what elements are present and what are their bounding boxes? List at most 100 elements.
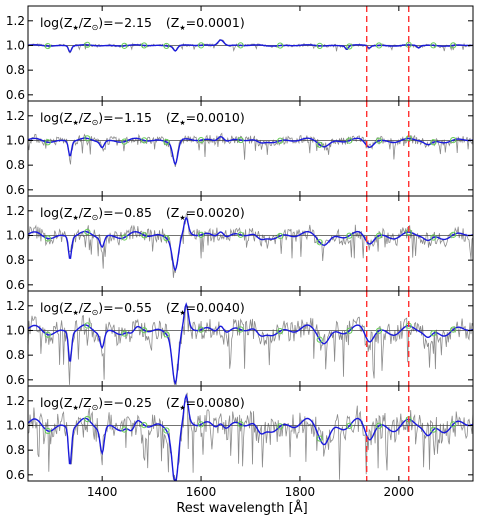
continuum-point-marker: [277, 232, 284, 240]
continuum-point-marker: [450, 231, 457, 238]
continuum-point-marker: [44, 235, 51, 242]
panel-1: 0.6 0.8 1.0 1.2 log(Z★/Z⊙)=−2.15 (Z★=0.0001): [6, 5, 474, 102]
y-tick-label: 0.6: [6, 183, 25, 197]
model-spectrum-line: [27, 302, 474, 386]
y-tick-label: 1.2: [6, 109, 25, 123]
continuum-point-marker: [44, 331, 51, 338]
continuum-point-marker: [375, 42, 383, 49]
continuum-point-marker: [346, 327, 353, 334]
y-tick-label: 0.8: [6, 253, 25, 267]
continuum-point-marker: [346, 422, 353, 429]
y-tick-label: 0.8: [6, 348, 25, 362]
continuum-point-marker: [450, 326, 457, 333]
continuum-point-marker: [346, 232, 353, 239]
continuum-point-marker: [277, 137, 284, 144]
continuum-point-marker: [375, 137, 383, 144]
continuum-point-marker: [450, 42, 457, 49]
panel-frame: [27, 385, 474, 482]
continuum-point-marker: [316, 336, 323, 343]
model-spectrum-line: [27, 216, 474, 272]
model-spectrum-line: [27, 39, 474, 53]
panel-metallicity-label: log(Z★/Z⊙)=−0.25 (Z★=0.0080): [40, 395, 245, 412]
continuum-point-marker: [84, 41, 91, 48]
continuum-point-marker: [237, 42, 244, 49]
panel-frame: [27, 195, 474, 292]
panel-frame: [27, 290, 474, 387]
continuum-point-marker: [450, 137, 457, 144]
continuum-point-marker: [430, 42, 437, 49]
panel-5: 0.6 0.8 1.0 1.2 log(Z★/Z⊙)=−0.25 (Z★=0.0080): [6, 385, 474, 482]
continuum-point-marker: [84, 228, 91, 236]
panel-3: 0.6 0.8 1.0 1.2 log(Z★/Z⊙)=−0.85 (Z★=0.0020): [6, 195, 474, 292]
continuum-point-marker: [375, 422, 383, 429]
y-tick-label: 1.2: [6, 14, 25, 28]
y-tick-label: 1.0: [6, 38, 25, 52]
observed-spectrum-line: [27, 211, 474, 278]
continuum-point-marker: [141, 137, 148, 144]
continuum-point-marker: [197, 231, 205, 238]
continuum-point-marker: [375, 327, 383, 334]
continuum-point-marker: [430, 139, 437, 146]
y-tick-label: 0.8: [6, 158, 25, 172]
continuum-point-marker: [141, 232, 148, 239]
x-axis-title: Rest wavelength [Å]: [176, 500, 307, 516]
panel-metallicity-label: log(Z★/Z⊙)=−0.85 (Z★=0.0020): [40, 205, 245, 222]
continuum-point-marker: [237, 136, 244, 144]
y-tick-label: 1.0: [6, 133, 25, 147]
y-tick-label: 1.2: [6, 394, 25, 408]
y-tick-label: 0.6: [6, 468, 25, 482]
continuum-point-marker: [375, 232, 383, 239]
continuum-point-marker: [316, 42, 323, 50]
y-tick-label: 0.8: [6, 443, 25, 457]
continuum-point-marker: [141, 42, 148, 49]
continuum-point-marker: [84, 322, 91, 329]
continuum-point-marker: [44, 42, 51, 50]
continuum-point-marker: [346, 43, 353, 50]
x-tick-label: 1800: [285, 485, 316, 499]
continuum-point-marker: [121, 426, 128, 433]
panels-group: 0.6 0.8 1.0 1.2 log(Z★/Z⊙)=−2.15 (Z★=0.0001)…: [6, 5, 474, 482]
continuum-point-marker: [163, 42, 170, 50]
continuum-point-marker: [121, 234, 128, 241]
continuum-point-marker: [450, 421, 457, 428]
continuum-point-marker: [277, 42, 284, 49]
x-tick-label: 1400: [87, 485, 118, 499]
continuum-point-marker: [277, 423, 284, 430]
y-tick-label: 1.0: [6, 228, 25, 242]
y-tick-label: 0.6: [6, 88, 25, 102]
continuum-point-marker: [84, 135, 91, 142]
y-tick-label: 1.2: [6, 299, 25, 313]
continuum-point-marker: [237, 231, 244, 238]
y-tick-label: 0.6: [6, 373, 25, 387]
panel-frame: [27, 100, 474, 197]
continuum-point-marker: [346, 137, 353, 144]
continuum-point-marker: [197, 421, 205, 428]
continuum-point-marker: [44, 139, 51, 146]
y-tick-label: 1.0: [6, 418, 25, 432]
continuum-point-marker: [121, 330, 128, 337]
continuum-point-marker: [44, 427, 51, 435]
continuum-point-marker: [197, 137, 205, 144]
continuum-point-marker: [84, 415, 91, 423]
panel-4: 0.6 0.8 1.0 1.2 log(Z★/Z⊙)=−0.55 (Z★=0.0040): [6, 290, 474, 387]
panel-metallicity-label: log(Z★/Z⊙)=−1.15 (Z★=0.0010): [40, 110, 245, 127]
y-tick-label: 0.8: [6, 63, 25, 77]
model-spectrum-line: [27, 135, 474, 166]
panel-metallicity-label: log(Z★/Z⊙)=−0.55 (Z★=0.0040): [40, 300, 245, 317]
model-spectrum-line: [27, 393, 474, 481]
observed-spectrum-line: [27, 392, 474, 481]
continuum-point-marker: [121, 138, 128, 145]
continuum-point-marker: [163, 235, 170, 242]
continuum-point-marker: [430, 426, 437, 433]
continuum-point-marker: [237, 326, 244, 333]
continuum-point-marker: [277, 328, 284, 335]
panel-frame: [27, 5, 474, 102]
continuum-point-marker: [197, 42, 205, 49]
continuum-point-marker: [430, 234, 437, 241]
continuum-point-marker: [316, 141, 323, 148]
panel-2: 0.6 0.8 1.0 1.2 log(Z★/Z⊙)=−1.15 (Z★=0.0010): [6, 100, 474, 197]
x-tick-label: 1600: [186, 485, 217, 499]
continuum-point-marker: [141, 327, 148, 334]
continuum-point-marker: [141, 422, 148, 429]
